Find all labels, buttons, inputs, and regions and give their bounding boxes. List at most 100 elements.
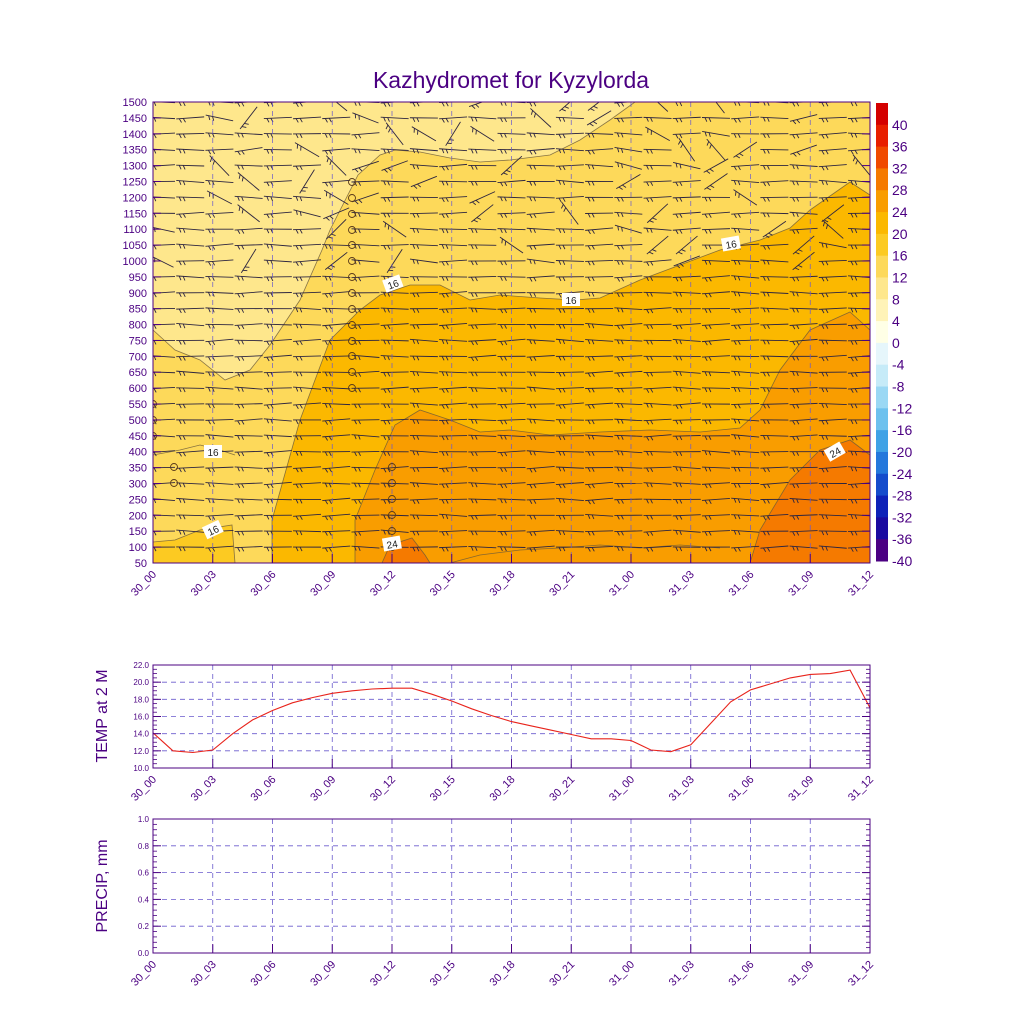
chart-title: Kazhydromet for Kyzylorda	[373, 67, 649, 93]
y-tick-label: 100	[129, 542, 147, 554]
x-tick-label: 30_15	[428, 774, 458, 804]
fill-band-20-24	[355, 312, 870, 563]
y-tick-label: 0.6	[138, 869, 150, 878]
colorbar-label: 32	[892, 160, 908, 176]
y-tick-label: 700	[129, 351, 147, 363]
y-tick-label: 1150	[123, 208, 147, 220]
colorbar-label: 12	[892, 269, 908, 285]
y-tick-label: 650	[129, 367, 147, 379]
precipitation-axes: 0.0 0.2 0.4 0.6 0.8 1.0 30_00 30_03 30_06 30_09 30…	[129, 815, 876, 989]
x-tick-label: 30_15	[428, 959, 458, 989]
colorbar-swatch	[876, 299, 888, 322]
x-tick-label: 30_15	[428, 569, 458, 599]
colorbar-swatch	[876, 430, 888, 453]
colorbar-swatch	[876, 408, 888, 431]
y-tick-label: 250	[129, 494, 147, 506]
x-tick-label: 30_21	[547, 569, 577, 599]
colorbar-label: 24	[892, 204, 908, 220]
colorbar-label: -36	[892, 531, 912, 547]
y-tick-label: 0.0	[138, 949, 150, 958]
y-tick-label: 16.0	[133, 713, 149, 722]
x-tick-label: 31_03	[667, 569, 697, 599]
y-tick-label: 950	[129, 272, 147, 284]
colorbar-swatch	[876, 124, 888, 148]
colorbar-label: 28	[892, 182, 908, 198]
x-tick-label: 30_06	[249, 959, 279, 989]
x-tick-label: 31_09	[786, 959, 816, 989]
colorbar-swatch	[876, 539, 888, 562]
vertical-gridlines	[212, 102, 811, 563]
y-tick-label: 300	[129, 479, 147, 491]
colorbar-swatch	[876, 233, 888, 257]
y-tick-label: 12.0	[133, 747, 149, 756]
x-tick-label: 31_06	[727, 959, 757, 989]
colorbar-label: 20	[892, 226, 908, 242]
x-tick-label: 30_12	[368, 959, 398, 989]
colorbar-label: -24	[892, 466, 912, 482]
y-tick-label: 550	[129, 399, 147, 411]
contour-label: 16	[725, 239, 738, 252]
x-tick-label: 31_12	[846, 959, 876, 989]
colorbar-label: 36	[892, 139, 908, 155]
y-tick-label: 1350	[123, 145, 147, 157]
x-tick-label: 30_09	[308, 959, 338, 989]
y-tick-label: 1.0	[138, 815, 150, 824]
y-tick-label: 14.0	[133, 730, 149, 739]
colorbar-label: 16	[892, 248, 908, 264]
x-tick-label: 31_00	[607, 569, 637, 599]
x-tick-label: 31_12	[846, 569, 876, 599]
x-tick-label: 30_12	[368, 569, 398, 599]
colorbar-swatch	[876, 451, 888, 475]
y-tick-label: 150	[129, 526, 147, 538]
x-tick-label: 31_09	[786, 774, 816, 804]
colorbar-swatch	[876, 212, 888, 235]
y-tick-label: 1100	[123, 224, 147, 236]
y-tick-label: 18.0	[133, 695, 149, 704]
contour-label: 16	[207, 448, 219, 459]
y-tick-label: 1450	[123, 113, 147, 125]
x-tick-label: 30_03	[189, 569, 219, 599]
y-tick-label: 1300	[123, 161, 147, 173]
y-tick-label: 850	[129, 304, 147, 316]
cross-section-panel: 50 100 150 200 250 300 350 400 450 500 550 600 650 70…	[123, 97, 877, 599]
temperature-axes: 10.0 12.0 14.0 16.0 18.0 20.0 22.0 30_00 30_03 30…	[129, 661, 876, 804]
x-tick-label: 30_00	[129, 774, 159, 804]
x-tick-label: 30_12	[368, 774, 398, 804]
colorbar-label: 8	[892, 291, 900, 307]
colorbar-label: -40	[892, 553, 912, 569]
colorbar-swatch	[876, 190, 888, 213]
x-tick-label: 30_03	[189, 774, 219, 804]
y-tick-label: 50	[135, 558, 147, 570]
x-tick-label: 30_06	[249, 569, 279, 599]
y-tick-label: 800	[129, 320, 147, 332]
y-tick-label: 450	[129, 431, 147, 443]
y-tick-label: 0.4	[138, 895, 150, 904]
contour-label: 24	[386, 539, 399, 552]
colorbar-label: -8	[892, 379, 905, 395]
y-tick-label: 1500	[123, 97, 147, 109]
precipitation-grid	[153, 819, 870, 953]
fill-band-4-8	[153, 102, 635, 380]
x-tick-label: 30_18	[488, 774, 518, 804]
colorbar-swatch	[876, 495, 888, 518]
temperature-grid	[153, 665, 870, 768]
y-tick-label: 20.0	[133, 678, 149, 687]
y-tick-label: 500	[129, 415, 147, 427]
contour-lines	[153, 102, 870, 563]
x-tick-label: 30_09	[308, 569, 338, 599]
colorbar-label: -28	[892, 488, 912, 504]
x-tick-label: 30_06	[249, 774, 279, 804]
colorbar: 4036322824201612840-4-8-12-16-20-24-28-3…	[876, 103, 912, 569]
y-tick-label: 750	[129, 335, 147, 347]
x-tick-label: 31_03	[667, 774, 697, 804]
colorbar-label: 0	[892, 335, 900, 351]
colorbar-swatch	[876, 321, 888, 344]
colorbar-label: 4	[892, 313, 900, 329]
colorbar-label: -16	[892, 422, 912, 438]
wind-barbs	[153, 102, 870, 553]
colorbar-swatch	[876, 517, 888, 540]
y-tick-label: 400	[129, 447, 147, 459]
y-tick-label: 0.8	[138, 842, 150, 851]
precipitation-panel: 0.0 0.2 0.4 0.6 0.8 1.0 30_00 30_03 30_06 30_09 30…	[94, 815, 876, 989]
